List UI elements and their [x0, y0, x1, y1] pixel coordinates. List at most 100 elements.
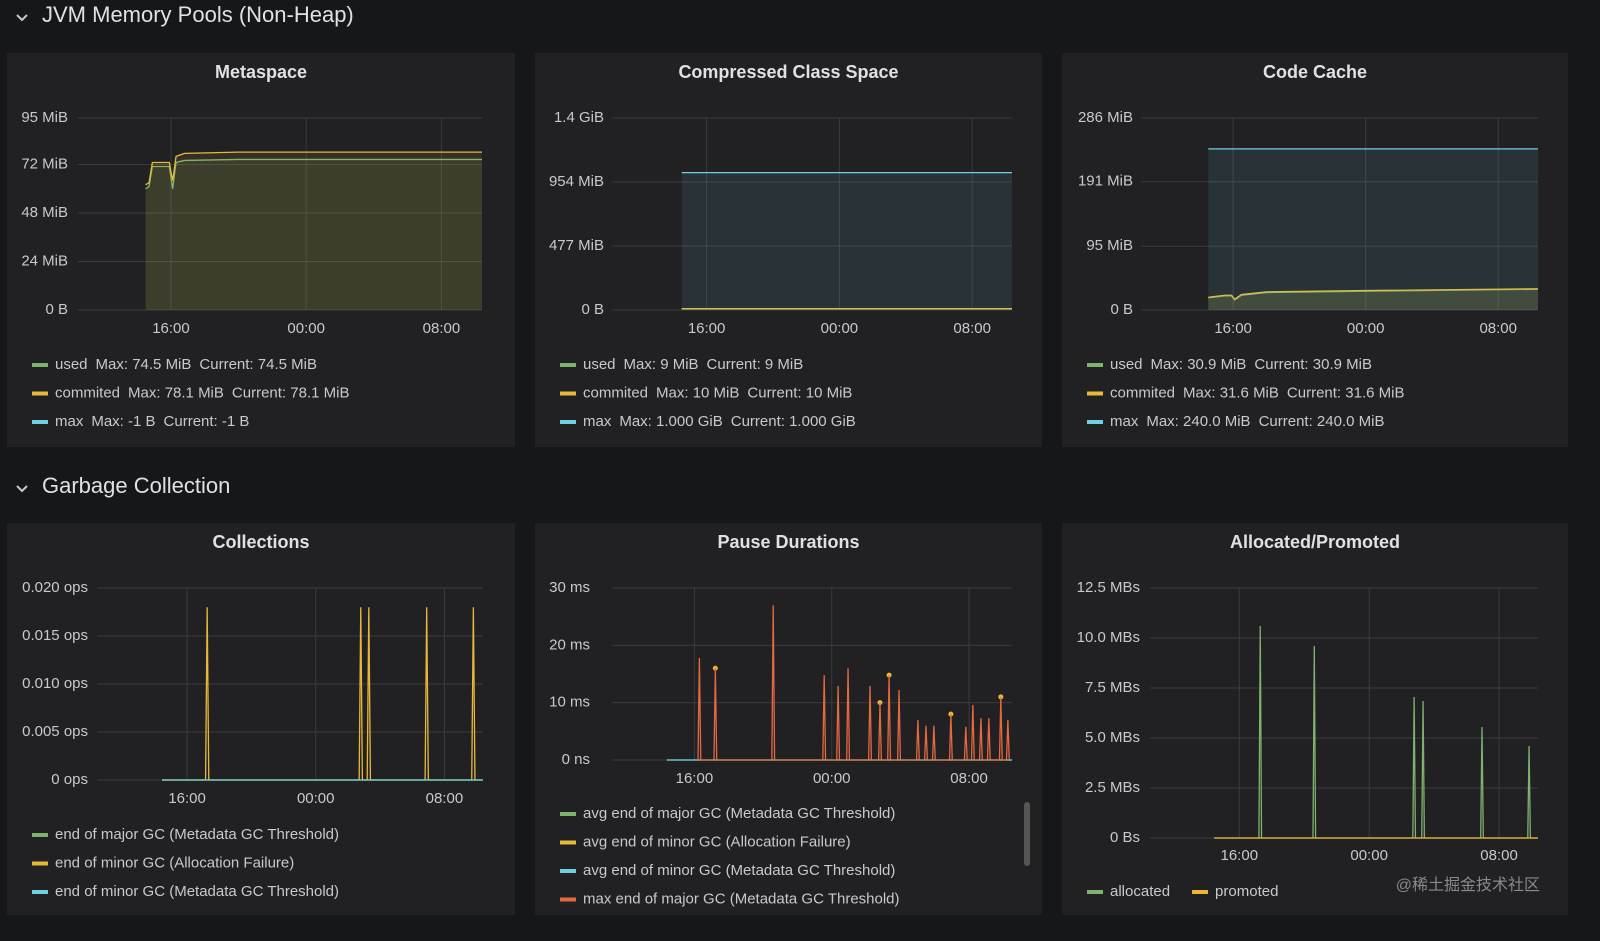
series-area	[1208, 289, 1538, 310]
y-tick-label: 7.5 MBs	[1085, 679, 1140, 696]
y-tick-label: 954 MiB	[549, 173, 604, 190]
legend-entry: avg end of minor GC (Allocation Failure)	[583, 833, 851, 850]
panel-title: Collections	[212, 532, 309, 552]
watermark: @稀土掘金技术社区	[1396, 876, 1540, 894]
y-tick-label: 95 MiB	[21, 109, 68, 126]
panel-background	[535, 53, 1042, 447]
legend-entry: end of major GC (Metadata GC Threshold)	[55, 826, 339, 843]
series-line	[145, 151, 482, 186]
x-tick-label: 08:00	[953, 320, 991, 337]
legend-current: Current: 31.6 MiB	[1287, 384, 1405, 401]
y-tick-label: 191 MiB	[1078, 173, 1133, 190]
legend-max: Max: 78.1 MiB	[128, 384, 224, 401]
legend-scrollbar[interactable]	[1024, 802, 1030, 866]
y-tick-label: 0.010 ops	[22, 675, 88, 692]
legend-current: Current: 10 MiB	[747, 384, 852, 401]
legend-name: commited	[583, 384, 648, 401]
legend-swatch	[32, 833, 48, 837]
legend-swatch	[32, 861, 48, 866]
legend-current: Current: 1.000 GiB	[731, 413, 856, 430]
legend-entry: max Max: 240.0 MiB Current: 240.0 MiB	[1110, 413, 1384, 430]
x-tick-label: 08:00	[1479, 320, 1517, 337]
x-tick-label: 00:00	[813, 770, 851, 787]
legend-name: used	[55, 356, 88, 373]
legend-entry: used Max: 74.5 MiB Current: 74.5 MiB	[55, 356, 317, 373]
y-tick-label: 0.020 ops	[22, 579, 88, 596]
series-line	[162, 607, 483, 781]
x-tick-label: 16:00	[152, 320, 190, 337]
legend-max: Max: 30.9 MiB	[1151, 356, 1247, 373]
legend-entry: promoted	[1215, 883, 1278, 900]
legend-name: used	[583, 356, 616, 373]
legend-max: Max: 74.5 MiB	[96, 356, 192, 373]
legend-swatch	[32, 890, 48, 894]
legend-current: Current: -1 B	[164, 413, 250, 430]
legend-entry: max Max: -1 B Current: -1 B	[55, 413, 249, 430]
legend-name: max	[1110, 413, 1139, 430]
x-tick-label: 00:00	[1350, 847, 1388, 864]
y-tick-label: 0 Bs	[1110, 829, 1140, 846]
y-tick-label: 24 MiB	[21, 252, 68, 269]
panel: Pause Durations 0 ns 10 ms 20 ms 30 ms 16:00 0…	[535, 523, 1042, 915]
legend-current: Current: 74.5 MiB	[199, 356, 317, 373]
panel-title: Pause Durations	[717, 532, 859, 552]
legend-max: Max: 1.000 GiB	[619, 413, 722, 430]
panel: Allocated/Promoted 0 Bs 2.5 MBs 5.0 MBs 7.5 …	[1062, 523, 1568, 915]
legend-current: Current: 240.0 MiB	[1259, 413, 1385, 430]
legend-swatch	[1192, 890, 1209, 894]
legend-name: end of major GC (Metadata GC Threshold)	[55, 826, 339, 843]
x-tick-label: 00:00	[297, 790, 335, 807]
section-title: Garbage Collection	[42, 473, 230, 498]
legend-swatch	[560, 420, 576, 424]
legend-entry: end of minor GC (Allocation Failure)	[55, 854, 294, 871]
y-tick-label: 286 MiB	[1078, 109, 1133, 126]
y-tick-label: 0.005 ops	[22, 723, 88, 740]
series-area	[1208, 288, 1538, 310]
legend-swatch	[560, 391, 576, 396]
series-line	[697, 605, 1010, 761]
legend-max: Max: 31.6 MiB	[1183, 384, 1279, 401]
x-tick-label: 00:00	[287, 320, 325, 337]
legend-swatch	[32, 420, 48, 424]
series-line	[145, 158, 482, 190]
y-tick-label: 2.5 MBs	[1085, 779, 1140, 796]
legend-swatch	[560, 363, 576, 367]
y-tick-label: 30 ms	[549, 579, 590, 596]
legend-entry: allocated	[1110, 883, 1170, 900]
legend-name: avg end of minor GC (Allocation Failure)	[583, 833, 851, 850]
x-tick-label: 08:00	[1480, 847, 1518, 864]
series-area	[681, 172, 1012, 310]
legend-current: Current: 78.1 MiB	[232, 384, 350, 401]
x-tick-label: 16:00	[1214, 320, 1252, 337]
legend-swatch	[1087, 890, 1103, 894]
legend-name: max end of major GC (Metadata GC Thresho…	[583, 890, 900, 907]
legend-swatch	[560, 897, 576, 902]
panel: Collections 0 ops 0.005 ops 0.010 ops 0.015 …	[7, 523, 515, 915]
collapse-chevron[interactable]	[16, 14, 28, 22]
legend-entry: max end of major GC (Metadata GC Thresho…	[583, 890, 900, 907]
legend-entry: max Max: 1.000 GiB Current: 1.000 GiB	[583, 413, 856, 430]
legend-name: commited	[55, 384, 120, 401]
y-tick-label: 5.0 MBs	[1085, 729, 1140, 746]
panel-background	[1062, 53, 1568, 447]
y-tick-label: 72 MiB	[21, 155, 68, 172]
legend-name: promoted	[1215, 883, 1278, 900]
x-tick-label: 16:00	[676, 770, 714, 787]
legend-entry: commited Max: 78.1 MiB Current: 78.1 MiB	[55, 384, 349, 401]
y-tick-label: 1.4 GiB	[554, 109, 604, 126]
panel-background	[7, 53, 515, 447]
panel: Code Cache 0 B 95 MiB 191 MiB 286 MiB 16:00 00…	[1062, 53, 1568, 447]
y-tick-label: 0 ns	[562, 751, 590, 768]
y-tick-label: 95 MiB	[1086, 237, 1133, 254]
y-tick-label: 477 MiB	[549, 237, 604, 254]
legend-name: used	[1110, 356, 1143, 373]
y-tick-label: 0 ops	[51, 771, 88, 788]
legend-current: Current: 9 MiB	[707, 356, 804, 373]
panel-title: Allocated/Promoted	[1230, 532, 1400, 552]
legend-entry: used Max: 9 MiB Current: 9 MiB	[583, 356, 803, 373]
collapse-chevron[interactable]	[16, 485, 28, 493]
legend-swatch	[1087, 391, 1103, 396]
x-tick-label: 16:00	[1221, 847, 1259, 864]
legend-entry: commited Max: 31.6 MiB Current: 31.6 MiB	[1110, 384, 1404, 401]
